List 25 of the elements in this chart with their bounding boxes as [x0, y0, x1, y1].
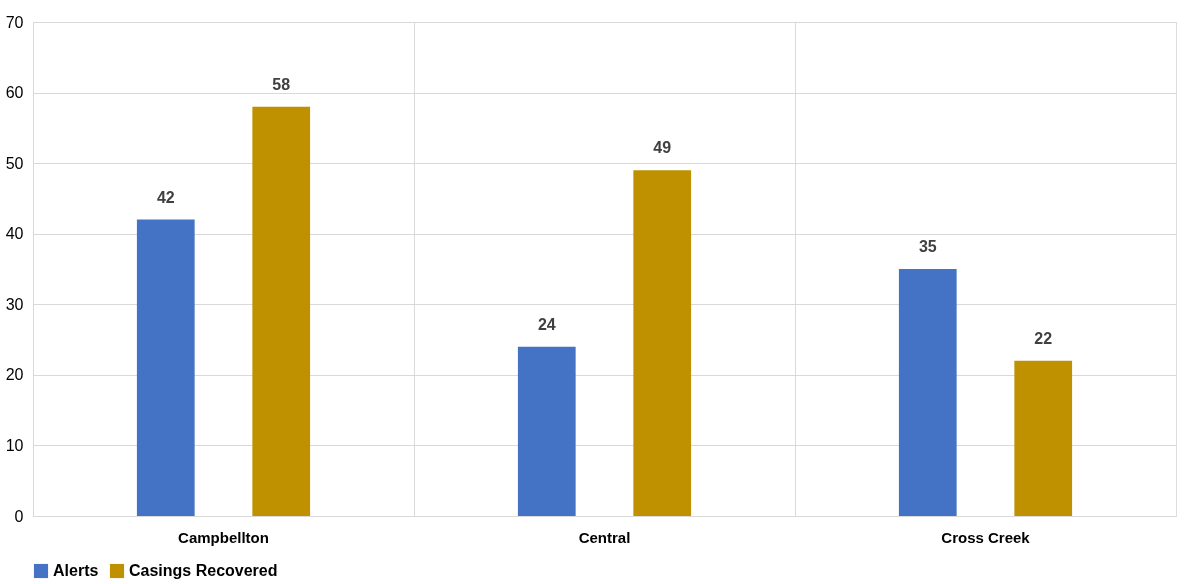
data-label: 35 [918, 238, 937, 255]
y-tick-label: 70 [5, 13, 24, 31]
y-tick-label: 60 [5, 84, 24, 102]
data-label: 42 [156, 188, 175, 206]
y-tick-label: 50 [5, 154, 24, 172]
x-tick-label: Campbellton [178, 528, 269, 546]
y-tick-label: 40 [5, 225, 24, 243]
x-tick-label: Cross Creek [941, 528, 1031, 546]
x-tick-label: Central [578, 528, 631, 546]
y-tick-label: 30 [5, 295, 24, 313]
data-label: 22 [1034, 329, 1053, 347]
bar [517, 346, 576, 516]
y-tick-label: 0 [14, 507, 24, 525]
bar [1014, 360, 1073, 516]
bar [252, 106, 311, 516]
y-tick-label: 10 [5, 436, 24, 454]
bar [633, 170, 692, 516]
legend-label: Casings Recovered [129, 562, 278, 579]
data-label: 24 [537, 315, 556, 333]
bar [136, 219, 195, 516]
data-label: 49 [653, 139, 672, 157]
legend-label: Alerts [53, 562, 99, 579]
bar [898, 269, 957, 516]
data-label: 58 [272, 75, 291, 93]
y-tick-label: 20 [5, 366, 24, 384]
